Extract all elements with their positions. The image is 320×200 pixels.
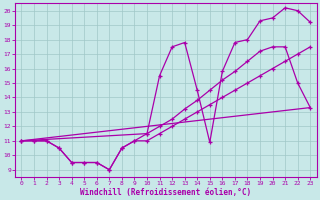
X-axis label: Windchill (Refroidissement éolien,°C): Windchill (Refroidissement éolien,°C) xyxy=(80,188,252,197)
